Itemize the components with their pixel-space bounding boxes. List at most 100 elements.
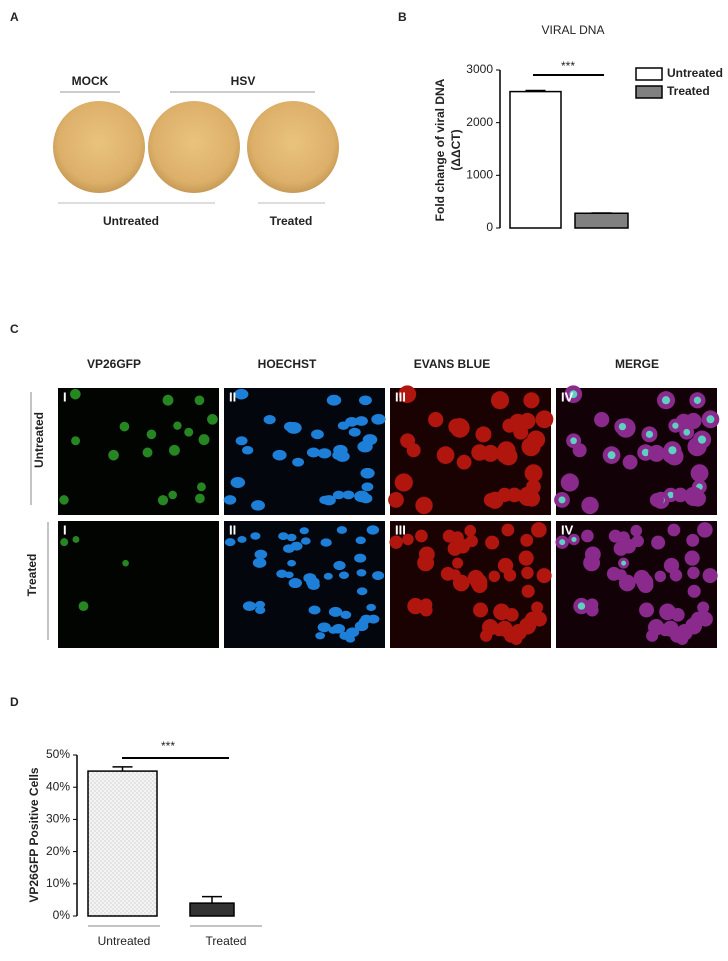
cell: [585, 598, 599, 611]
cell: [531, 522, 547, 538]
cell: [569, 390, 578, 399]
image-label: IV: [561, 389, 574, 404]
cell: [501, 523, 515, 537]
cell: [493, 603, 510, 621]
cell: [622, 454, 638, 470]
cell: [518, 550, 534, 566]
bar: [189, 902, 235, 917]
cell: [234, 388, 249, 400]
x-tick-label: Treated: [206, 934, 247, 948]
cell: [60, 538, 69, 547]
cell: [654, 570, 667, 583]
cell: [362, 434, 378, 446]
cell: [402, 533, 414, 546]
cell: [659, 624, 672, 637]
cell: [389, 535, 403, 549]
cell: [317, 448, 332, 459]
cell: [197, 482, 206, 492]
cell: [340, 610, 352, 619]
cell: [465, 534, 478, 548]
cell: [693, 396, 702, 404]
cell: [168, 444, 180, 456]
cell: [299, 527, 309, 535]
cell: [235, 436, 248, 446]
image-label: I: [63, 389, 67, 404]
cell: [276, 569, 288, 578]
cell: [320, 538, 332, 547]
cell: [690, 464, 709, 483]
significance-label: ***: [561, 59, 575, 73]
cell: [520, 533, 534, 547]
cell: [71, 436, 81, 446]
cell: [685, 412, 702, 430]
cell: [419, 598, 433, 611]
cell: [230, 477, 246, 488]
cell: [608, 529, 622, 543]
cell: [346, 627, 360, 638]
cell: [497, 441, 516, 460]
cell: [651, 535, 666, 550]
cell: [490, 391, 510, 410]
cell: [328, 606, 343, 617]
cell: [207, 413, 218, 425]
cell: [198, 434, 210, 446]
y-tick-label: 0: [486, 220, 493, 234]
cell: [536, 568, 552, 584]
cell: [672, 422, 679, 429]
cell: [452, 557, 464, 569]
cell: [581, 496, 599, 515]
column-label: MERGE: [615, 357, 659, 371]
bar: [574, 212, 629, 229]
image-label: II: [229, 522, 236, 537]
cell: [618, 574, 636, 592]
dish-image: [148, 101, 240, 193]
cell: [428, 411, 444, 428]
image-label: III: [395, 389, 406, 404]
y-tick-label: 40%: [46, 779, 70, 793]
cell: [482, 444, 500, 462]
cell: [194, 395, 205, 406]
condition-label: Treated: [270, 214, 313, 228]
cell: [558, 496, 566, 504]
cell: [361, 482, 374, 492]
condition-label: Untreated: [103, 214, 159, 228]
cell: [456, 454, 472, 470]
dish-image: [53, 101, 145, 193]
cell: [594, 411, 610, 428]
cell: [684, 550, 700, 566]
panel-label: B: [398, 10, 407, 24]
cell: [242, 601, 257, 612]
cell: [142, 447, 153, 458]
cell: [173, 421, 182, 430]
cell: [606, 566, 621, 581]
cell: [306, 447, 321, 458]
cell: [645, 430, 654, 438]
cell: [157, 495, 169, 506]
column-label: VP26GFP: [87, 357, 141, 371]
y-tick-label: 50%: [46, 747, 70, 761]
cell: [388, 492, 404, 508]
bar: [509, 90, 562, 229]
cell: [633, 569, 650, 587]
cell: [72, 535, 80, 543]
cell: [706, 415, 715, 424]
group-label: MOCK: [72, 74, 109, 88]
cell: [59, 495, 69, 505]
cell: [224, 538, 236, 547]
cell: [254, 549, 268, 560]
cell: [686, 533, 700, 547]
cell: [689, 615, 703, 629]
cell: [108, 449, 119, 461]
cell: [328, 626, 339, 634]
cell: [146, 429, 157, 440]
cell: [78, 601, 89, 612]
cell: [524, 464, 543, 483]
cell: [697, 435, 707, 444]
cell: [263, 415, 276, 425]
legend-swatch: [635, 67, 663, 81]
cell: [355, 536, 366, 545]
image-label: III: [395, 522, 406, 537]
cell: [195, 493, 205, 504]
cell: [317, 622, 331, 633]
y-tick-label: 20%: [46, 844, 70, 858]
